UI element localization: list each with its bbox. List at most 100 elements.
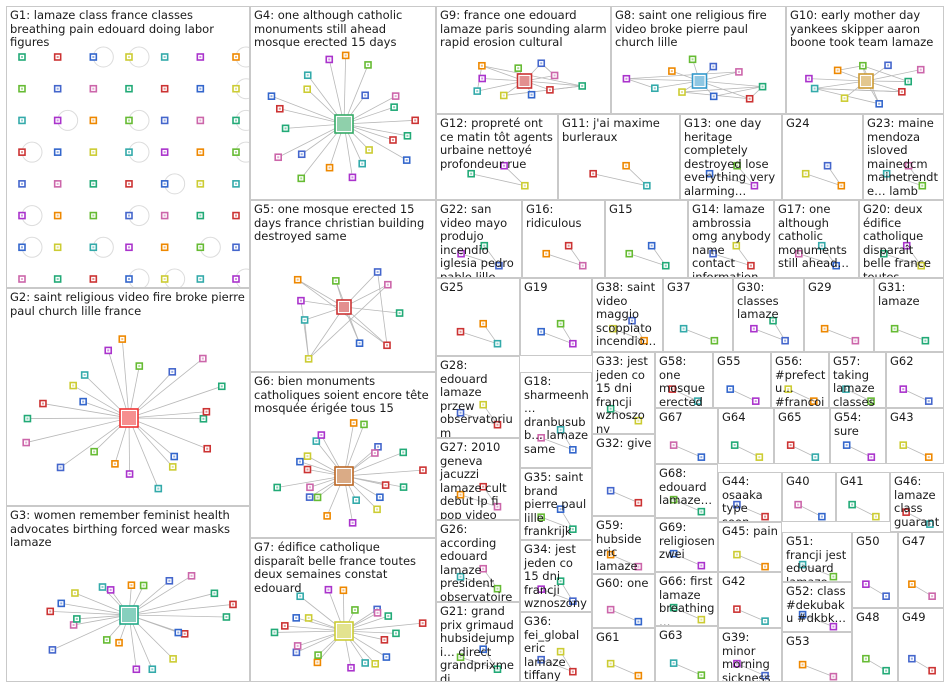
group-label: G68: edouard lamaze… (659, 466, 713, 507)
network-edge (673, 499, 702, 513)
group-network-drawing (709, 241, 755, 270)
network-edge (905, 511, 931, 525)
network-node-fill (163, 151, 166, 154)
network-edge (681, 86, 763, 93)
network-edge (524, 80, 583, 87)
network-node-fill (171, 370, 174, 373)
network-node-fill (358, 342, 361, 345)
network-node-fill (394, 632, 397, 635)
network-node-fill (682, 327, 685, 330)
network-node-fill (482, 322, 485, 325)
group-label: G22: san video mayo produjo incendio igl… (440, 202, 514, 278)
group-g61: G61 (592, 628, 655, 682)
network-node-fill (199, 278, 202, 280)
group-g18: G18: sharmeenh… dranbusubb… lamaze same (520, 372, 592, 468)
network-edge (343, 119, 416, 125)
network-node-fill (459, 493, 462, 496)
network-node-fill (300, 177, 303, 180)
network-node-fill (101, 586, 104, 589)
network-node-fill (712, 252, 715, 255)
network-edge (753, 328, 786, 342)
network-node-fill (206, 447, 209, 450)
group-network-drawing (669, 603, 706, 624)
group-network-drawing (842, 441, 876, 461)
network-node-fill (56, 87, 59, 90)
network-node-fill (920, 264, 923, 267)
network-node-fill (496, 423, 499, 426)
network-edge (128, 417, 208, 450)
network-node-fill (459, 411, 462, 414)
network-node-fill (235, 278, 237, 280)
network-node-fill (870, 400, 873, 403)
network-node-fill (199, 214, 202, 217)
network-node-fill (363, 423, 366, 426)
network-node-fill (843, 97, 846, 100)
network-edge (128, 575, 192, 616)
network-edge (672, 388, 698, 402)
network-node-fill (308, 496, 311, 499)
group-label: G35: saint brand pierre paul lille frank… (524, 470, 587, 539)
network-node-fill (93, 450, 96, 453)
network-node-fill (797, 503, 800, 506)
network-edge (802, 614, 834, 627)
network-node-fill (307, 357, 310, 360)
network-node-fill (664, 264, 667, 267)
group-label: G58: one mosque erected 15 days… (659, 354, 705, 408)
group-g14: G14: lamaze ambrossia omg anybody name c… (688, 200, 774, 278)
network-node-fill (92, 119, 95, 122)
network-edge (802, 664, 834, 677)
network-node-fill (307, 616, 310, 619)
network-node-fill (386, 283, 389, 286)
group-label: G69: religiosen zwei (659, 520, 715, 561)
network-node-fill (163, 246, 166, 249)
group-g15: G15 (605, 200, 688, 278)
network-node-fill (801, 613, 804, 616)
group-g3: G3: women remember feminist health advoc… (6, 506, 250, 682)
group-label: G26: according edouard lamaze president … (440, 522, 513, 602)
group-g55: G55 (713, 352, 771, 408)
network-node-fill (306, 88, 309, 91)
network-node-fill (559, 428, 562, 431)
network-node-fill (421, 469, 424, 472)
network-node-fill (700, 564, 703, 567)
network-node-fill (21, 119, 23, 122)
network-node-fill (316, 496, 319, 499)
network-node-fill (299, 299, 302, 302)
network-node-fill (530, 93, 533, 96)
network-node-fill (540, 436, 543, 439)
group-g2: G2: saint religious video fire broke pie… (6, 288, 250, 506)
group-network-drawing (820, 324, 860, 345)
network-node-fill (306, 468, 309, 471)
group-label: G4: one although catholic monuments stil… (254, 8, 403, 49)
group-g1: G1: lamaze class france classes breathin… (6, 6, 250, 288)
group-label: G9: france one edouard lamaze paris soun… (440, 8, 607, 49)
group-network-drawing (537, 505, 577, 533)
network-node-fill (482, 648, 485, 651)
network-node-fill (813, 87, 816, 90)
network-node-fill (836, 69, 839, 72)
network-edge (343, 123, 407, 161)
network-node-fill (874, 515, 877, 518)
network-edge (808, 78, 867, 82)
network-node-fill (545, 252, 548, 255)
network-node-fill (342, 589, 345, 592)
network-node-fill (316, 661, 319, 664)
group-network-drawing (669, 495, 706, 516)
network-node-fill (650, 244, 653, 247)
network-node-fill (376, 270, 379, 273)
network-node-fill (168, 579, 171, 582)
group-network-drawing (879, 241, 926, 270)
group-g42: G42 (718, 572, 782, 628)
network-edge (278, 123, 345, 158)
network-edge (549, 85, 583, 91)
network-node-fill (840, 184, 843, 187)
group-label: G63 (659, 628, 683, 642)
group-g19: G19 (520, 278, 592, 356)
group-g46: G46: lamaze class guarant… (890, 472, 944, 532)
network-node-fill (735, 503, 738, 506)
network-node-fill (130, 584, 133, 587)
network-node-fill (303, 318, 306, 321)
network-node-fill (56, 151, 59, 154)
network-node-fill (571, 670, 574, 673)
network-node-fill (483, 244, 486, 247)
